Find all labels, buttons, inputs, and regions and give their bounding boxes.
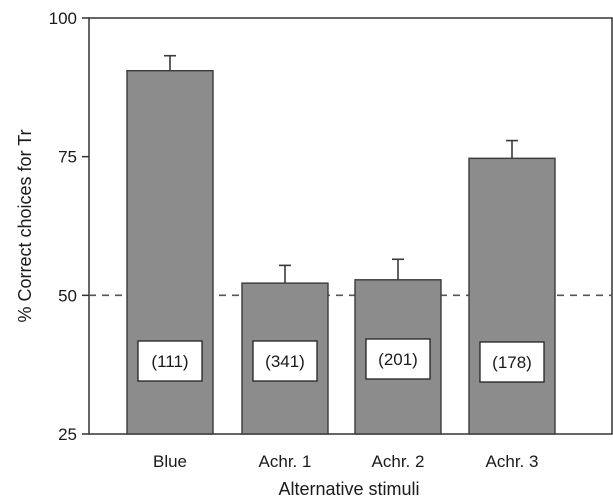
bars-layer — [126, 54, 556, 435]
y-tick-label-75: 75 — [58, 148, 77, 167]
sample-size-label-4: (178) — [479, 341, 545, 383]
sample-size-text-3: (201) — [378, 350, 418, 369]
error-bar-4 — [506, 139, 518, 159]
sample-size-label-1: (111) — [137, 340, 203, 382]
sample-size-layer: (111) (341) (201) (178) — [137, 338, 545, 383]
x-tick-label-3: Achr. 2 — [372, 452, 425, 471]
x-tick-label-4: Achr. 3 — [486, 452, 539, 471]
sample-size-label-2: (341) — [252, 340, 318, 382]
y-axis-title: % Correct choices for Tr — [15, 129, 35, 322]
x-tick-label-2: Achr. 1 — [259, 452, 312, 471]
sample-size-text-1: (111) — [151, 352, 188, 371]
y-tick-label-25: 25 — [58, 425, 77, 444]
sample-size-box-3 — [365, 338, 431, 380]
plot-frame — [88, 17, 613, 435]
sample-size-box-4 — [479, 341, 545, 383]
error-bar-2 — [279, 264, 291, 284]
x-axis: Blue Achr. 1 Achr. 2 Achr. 3 — [153, 452, 538, 471]
sample-size-box-2 — [252, 340, 318, 382]
sample-size-text-2: (341) — [265, 352, 305, 371]
sample-size-text-4: (178) — [492, 353, 532, 372]
bar-4 — [468, 157, 556, 435]
sample-size-box-1 — [137, 340, 203, 382]
y-axis: 25 50 75 100 — [49, 9, 89, 444]
error-bar-3 — [392, 258, 404, 280]
y-tick-label-50: 50 — [58, 286, 77, 305]
x-tick-label-1: Blue — [153, 452, 187, 471]
y-tick-label-100: 100 — [49, 9, 77, 28]
plot-border — [88, 17, 613, 435]
error-bar-1 — [164, 54, 176, 71]
x-axis-title: Alternative stimuli — [278, 479, 419, 499]
sample-size-label-3: (201) — [365, 338, 431, 380]
